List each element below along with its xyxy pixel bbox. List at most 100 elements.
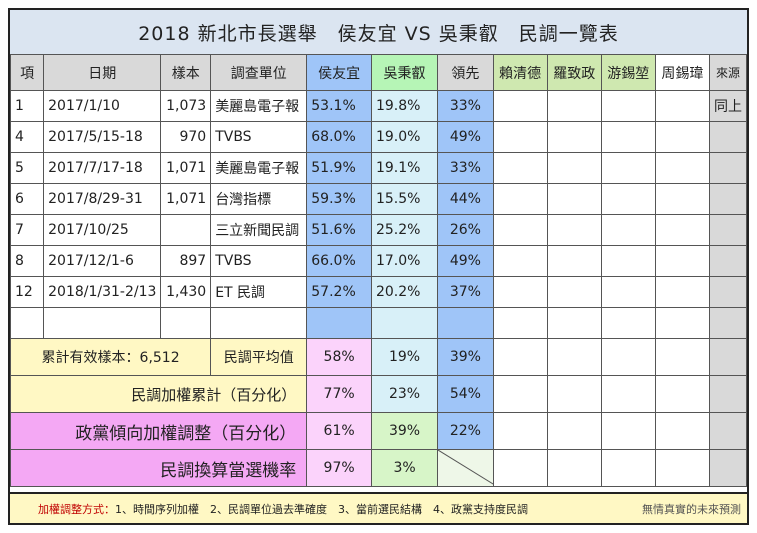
row-lai	[492, 276, 548, 308]
row-lead: 33%	[437, 152, 494, 184]
row-lead: 26%	[437, 214, 494, 246]
weighted-label: 民調加權累計（百分化）	[9, 375, 308, 413]
summary-weighted-row: 民調加權累計（百分化） 77% 23% 54%	[9, 375, 748, 413]
row-lead: 37%	[437, 276, 494, 308]
probability-hou: 97%	[306, 449, 372, 487]
table-row: 1 2017/1/10 1,073 美麗島電子報 53.1% 19.8% 33% 同上	[9, 90, 748, 122]
summary-empty-cell	[492, 338, 548, 376]
header-luo: 羅致政	[546, 54, 602, 91]
row-unit: TVBS	[210, 121, 308, 153]
row-chou	[654, 90, 710, 122]
summary-empty-cell	[546, 338, 602, 376]
summary-source-cell	[708, 412, 748, 450]
row-luo	[546, 276, 602, 308]
diagonal-line	[438, 450, 493, 484]
row-date: 2018/1/31-2/13	[43, 276, 162, 308]
summary-empty-cell	[546, 375, 602, 413]
summary-source-cell	[708, 449, 748, 487]
row-sample: 1,071	[160, 183, 212, 215]
row-lai	[492, 214, 548, 246]
header-chou: 周錫瑋	[654, 54, 710, 91]
row-date: 2017/7/17-18	[43, 152, 162, 184]
summary-empty-cell	[600, 338, 656, 376]
row-unit: 美麗島電子報	[210, 152, 308, 184]
row-luo	[546, 183, 602, 215]
header-lead: 領先	[437, 54, 494, 91]
row-source	[708, 121, 748, 153]
footer-label: 加權調整方式：	[38, 502, 115, 516]
summary-empty-cell	[546, 412, 602, 450]
row-no: 1	[9, 90, 45, 122]
row-chou	[654, 152, 710, 184]
summary-empty-cell	[492, 412, 548, 450]
table-row: 6 2017/8/29-31 1,071 台灣指標 59.3% 15.5% 44%	[9, 183, 748, 215]
row-you	[600, 245, 656, 277]
summary-empty-cell	[600, 449, 656, 487]
party-lead: 22%	[437, 412, 494, 450]
row-date: 2017/1/10	[43, 90, 162, 122]
row-no: 6	[9, 183, 45, 215]
summary-empty-cell	[492, 449, 548, 487]
row-no	[9, 307, 45, 339]
header-sample: 樣本	[160, 54, 212, 91]
row-you	[600, 183, 656, 215]
row-wu: 20.2%	[370, 276, 439, 308]
row-sample: 897	[160, 245, 212, 277]
row-you	[600, 121, 656, 153]
row-date: 2017/12/1-6	[43, 245, 162, 277]
row-unit: 台灣指標	[210, 183, 308, 215]
footer-disclaimer: 無情真實的未來預測	[642, 502, 741, 516]
row-luo	[546, 214, 602, 246]
summary-empty-cell	[654, 338, 710, 376]
row-hou: 53.1%	[306, 90, 372, 122]
row-sample: 1,073	[160, 90, 212, 122]
table-row: 7 2017/10/25 三立新聞民調 51.6% 25.2% 26%	[9, 214, 748, 246]
row-hou: 68.0%	[306, 121, 372, 153]
row-you	[600, 152, 656, 184]
row-wu: 19.0%	[370, 121, 439, 153]
header-hou: 侯友宜	[306, 54, 372, 91]
table-row: 8 2017/12/1-6 897 TVBS 66.0% 17.0% 49%	[9, 245, 748, 277]
summary-source-cell	[708, 375, 748, 413]
row-sample: 970	[160, 121, 212, 153]
row-no: 12	[9, 276, 45, 308]
weighted-lead: 54%	[437, 375, 494, 413]
summary-probability-row: 民調換算當選機率 97% 3%	[9, 449, 748, 487]
row-luo	[546, 245, 602, 277]
average-lead: 39%	[437, 338, 494, 376]
row-lai	[492, 183, 548, 215]
total-sample-label: 累計有效樣本：	[41, 350, 140, 366]
table-row	[9, 307, 748, 339]
row-wu: 19.1%	[370, 152, 439, 184]
row-lai	[492, 245, 548, 277]
party-hou: 61%	[306, 412, 372, 450]
row-date: 2017/5/15-18	[43, 121, 162, 153]
row-sample: 1,071	[160, 152, 212, 184]
party-wu: 39%	[370, 412, 439, 450]
row-you	[600, 90, 656, 122]
row-luo	[546, 90, 602, 122]
footer-note: 加權調整方式： 1、時間序列加權 2、民調單位過去準確度 3、當前選民結構 4、…	[10, 492, 747, 523]
row-source	[708, 245, 748, 277]
row-wu: 19.8%	[370, 90, 439, 122]
row-lai	[492, 152, 548, 184]
row-no: 4	[9, 121, 45, 153]
header-date: 日期	[43, 54, 162, 91]
header-unit: 調查單位	[210, 54, 308, 91]
row-hou	[306, 307, 372, 339]
footer-methods: 1、時間序列加權 2、民調單位過去準確度 3、當前選民結構 4、政黨支持度民調	[115, 502, 528, 516]
row-you	[600, 214, 656, 246]
average-hou: 58%	[306, 338, 372, 376]
table-row: 12 2018/1/31-2/13 1,430 ET 民調 57.2% 20.2% 37%	[9, 276, 748, 308]
weighted-hou: 77%	[306, 375, 372, 413]
row-lai	[492, 121, 548, 153]
party-label: 政黨傾向加權調整（百分化）	[9, 412, 308, 450]
row-source	[708, 152, 748, 184]
row-lead: 49%	[437, 121, 494, 153]
row-source	[708, 214, 748, 246]
row-chou	[654, 276, 710, 308]
row-unit: 美麗島電子報	[210, 90, 308, 122]
total-sample-cell: 累計有效樣本：6,512	[9, 338, 212, 376]
row-lead: 49%	[437, 245, 494, 277]
row-wu: 17.0%	[370, 245, 439, 277]
